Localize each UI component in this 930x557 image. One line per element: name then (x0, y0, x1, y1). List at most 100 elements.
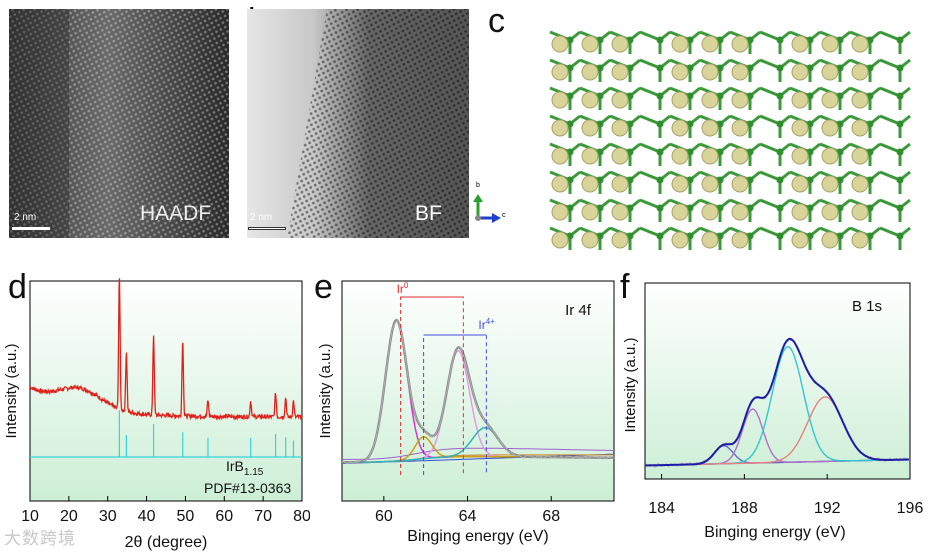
boron-atom (626, 64, 634, 72)
xrd-chart: 10 20 30 40 50 60 70 80 Intensity (a.u.) 2θ (degr… (0, 275, 311, 552)
iridium-atom (701, 203, 719, 221)
iridium-atom (581, 119, 599, 137)
haadf-micrograph (9, 9, 229, 238)
boron-atom (806, 92, 814, 100)
iridium-atom (731, 35, 749, 53)
iridium-atom (821, 119, 839, 137)
x-tick-label: 70 (254, 508, 272, 525)
boron-atom (626, 204, 634, 212)
boron-bond (879, 86, 901, 98)
iridium-atom (611, 119, 629, 137)
iridium-atom (671, 35, 689, 53)
boron-bond (879, 30, 901, 42)
boron-atom (566, 120, 574, 128)
iridium-atom (851, 35, 869, 53)
iridium-atom (791, 91, 809, 109)
iridium-atom (701, 63, 719, 81)
boron-bond (879, 198, 901, 210)
boron-atom (866, 176, 874, 184)
boron-atom (716, 204, 724, 212)
boron-atom (776, 148, 784, 156)
x-tick-label: 10 (21, 508, 39, 525)
iridium-atom (701, 91, 719, 109)
boron-atom (866, 36, 874, 44)
panel-letter-d: d (8, 268, 27, 306)
iridium-atom (851, 91, 869, 109)
boron-bond (759, 86, 781, 98)
boron-atom (626, 36, 634, 44)
boron-atom (746, 148, 754, 156)
iridium-atom (581, 231, 599, 249)
boron-atom (686, 148, 694, 156)
boron-atom (806, 120, 814, 128)
boron-atom (776, 120, 784, 128)
iridium-atom (731, 203, 749, 221)
iridium-atom (611, 35, 629, 53)
iridium-atom (671, 231, 689, 249)
boron-atom (716, 176, 724, 184)
iridium-atom (611, 91, 629, 109)
boron-atom (716, 92, 724, 100)
boron-bond (759, 170, 781, 182)
boron-bond (639, 58, 661, 70)
boron-atom (746, 36, 754, 44)
iridium-atom (581, 63, 599, 81)
boron-atom (836, 92, 844, 100)
x-axis-label: Binging energy (eV) (407, 528, 548, 545)
boron-bond (639, 142, 661, 154)
boron-atom (836, 204, 844, 212)
x-tick-label: 68 (542, 508, 560, 525)
crystal-axis-triad (470, 180, 520, 230)
boron-bond (759, 30, 781, 42)
iridium-atom (731, 231, 749, 249)
y-axis-label: Intensity (a.u.) (3, 343, 20, 438)
boron-atom (836, 120, 844, 128)
iridium-atom (671, 91, 689, 109)
iridium-atom (731, 63, 749, 81)
boron-bond (759, 58, 781, 70)
iridium-atom (731, 91, 749, 109)
iridium-atom (581, 35, 599, 53)
iridium-atom (791, 63, 809, 81)
x-axis-label: 2θ (degree) (125, 534, 208, 551)
boron-atom (896, 176, 904, 184)
iridium-atom (701, 175, 719, 193)
x-tick-label: 80 (293, 508, 310, 525)
boron-atom (806, 176, 814, 184)
boron-atom (656, 204, 664, 212)
bf-micrograph (247, 9, 469, 238)
boron-atom (686, 64, 694, 72)
iridium-atom (791, 119, 809, 137)
boron-atom (866, 92, 874, 100)
boron-atom (596, 92, 604, 100)
x-tick-label: 64 (459, 508, 477, 525)
watermark: 大数跨境 (4, 529, 76, 548)
boron-atom (656, 120, 664, 128)
iridium-atom (581, 91, 599, 109)
boron-atom (866, 148, 874, 156)
boron-atom (746, 204, 754, 212)
boron-atom (566, 148, 574, 156)
iridium-atom (551, 203, 569, 221)
boron-atom (626, 232, 634, 240)
boron-atom (566, 176, 574, 184)
x-axis-label: Binging energy (eV) (704, 524, 845, 541)
boron-bond (759, 226, 781, 238)
haadf-scale-bar (12, 227, 50, 230)
iridium-atom (851, 175, 869, 193)
y-axis-label: Intensity (a.u.) (622, 337, 639, 432)
haadf-label: HAADF (140, 202, 212, 225)
axis-b-label: b (476, 182, 480, 189)
boron-atom (866, 120, 874, 128)
x-tick-label: 30 (99, 508, 117, 525)
iridium-atom (671, 203, 689, 221)
boron-atom (656, 92, 664, 100)
boron-atom (626, 120, 634, 128)
boron-atom (896, 232, 904, 240)
iridium-atom (731, 147, 749, 165)
boron-atom (746, 176, 754, 184)
iridium-atom (731, 175, 749, 193)
boron-atom (716, 232, 724, 240)
iridium-atom (611, 231, 629, 249)
boron-atom (806, 64, 814, 72)
